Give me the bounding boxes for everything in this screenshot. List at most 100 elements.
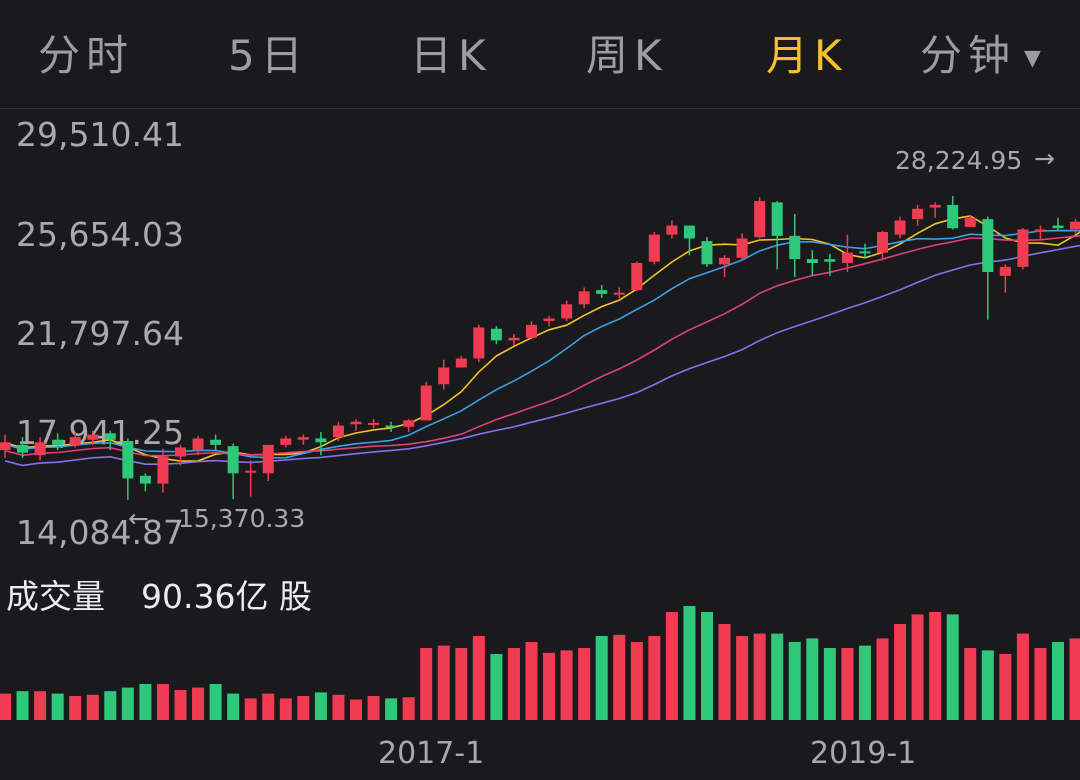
candle	[877, 230, 888, 261]
candle	[350, 419, 362, 431]
volume-value: 90.36亿	[141, 577, 269, 616]
candle	[736, 233, 748, 260]
tab-1[interactable]: 5日	[228, 28, 309, 84]
candle	[139, 473, 151, 492]
period-tabs: 分时 5日 日K 周K 月K 分钟 ▼	[0, 0, 1080, 109]
candle	[701, 237, 713, 267]
tab-2[interactable]: 日K	[410, 28, 492, 84]
volume-bar	[753, 633, 766, 720]
candle	[1070, 219, 1080, 234]
volume-bar	[174, 690, 187, 720]
tab-4[interactable]: 月K	[766, 28, 848, 84]
volume-bar	[701, 612, 713, 720]
volume-bar	[806, 638, 819, 720]
date-tick-label: 2019-1	[810, 736, 916, 771]
volume-bar	[385, 698, 398, 720]
ma30-line	[4, 244, 1080, 467]
candle	[613, 287, 625, 298]
tab-label: 分时	[38, 31, 135, 80]
price-axis: 29,510.4125,654.0321,797.6417,941.2514,0…	[16, 115, 184, 552]
volume-bar	[279, 698, 292, 720]
candle	[420, 381, 432, 421]
volume-bar	[1052, 642, 1064, 720]
volume-bar	[858, 645, 871, 720]
volume-bar	[578, 648, 591, 720]
volume-bar	[595, 636, 608, 720]
volume-bar	[262, 693, 275, 720]
candle	[719, 255, 731, 278]
volume-bar	[1034, 648, 1047, 720]
candle	[473, 324, 485, 363]
volume-series	[0, 606, 1080, 720]
candle	[1052, 217, 1064, 231]
candle	[385, 421, 397, 432]
candle	[526, 321, 537, 340]
candle	[841, 234, 853, 273]
candle	[912, 204, 924, 226]
volume-bar	[894, 624, 907, 720]
tab-5[interactable]: 分钟 ▼	[920, 28, 1041, 84]
candle	[666, 220, 678, 239]
volume-bar	[981, 650, 994, 720]
arrow-right-icon: →	[1034, 144, 1055, 173]
candle	[859, 243, 871, 258]
volume-bar	[455, 648, 468, 720]
caret-down-icon: ▼	[1024, 45, 1041, 71]
volume-title: 成交量	[6, 577, 105, 616]
tab-0[interactable]: 分时	[38, 28, 134, 84]
candle	[297, 434, 309, 445]
candle	[262, 444, 274, 482]
volume-bar	[0, 693, 11, 720]
volume-bar	[34, 691, 47, 720]
price-tick-label: 29,510.41	[16, 115, 184, 154]
volume-bar	[1069, 638, 1080, 720]
tab-3[interactable]: 周K	[586, 28, 668, 84]
volume-bar	[86, 694, 99, 720]
volume-bar	[332, 694, 345, 720]
volume-bar	[121, 687, 134, 720]
volume-bar	[683, 606, 696, 720]
volume-bar	[139, 684, 152, 720]
volume-bar	[472, 636, 485, 720]
candle	[999, 264, 1011, 293]
volume-label: 成交量 90.36亿 股	[6, 570, 312, 618]
volume-bar	[613, 634, 626, 720]
candle	[929, 202, 941, 218]
tab-label: 日K	[410, 31, 492, 80]
candle	[1034, 225, 1046, 240]
volume-bar	[192, 687, 205, 720]
volume-bar	[911, 614, 924, 720]
volume-bar	[876, 638, 889, 720]
volume-bar	[823, 648, 836, 720]
candle	[648, 232, 660, 265]
candle	[17, 437, 29, 458]
candle	[508, 333, 520, 346]
volume-bar	[543, 652, 556, 720]
volume-bar	[648, 636, 661, 720]
candle	[210, 434, 222, 451]
candle	[561, 300, 573, 322]
candle	[578, 287, 590, 309]
date-tick-label: 2017-1	[378, 736, 484, 771]
volume-bar	[367, 696, 380, 720]
candle	[631, 261, 643, 292]
candle	[104, 430, 116, 451]
ma5-line	[4, 215, 1080, 462]
candle	[122, 438, 134, 500]
tab-label: 5日	[228, 31, 309, 80]
candle	[982, 216, 994, 320]
volume-bar	[16, 691, 29, 720]
volume-bar	[771, 633, 784, 720]
candle	[894, 216, 906, 239]
candle	[368, 419, 380, 429]
candle	[332, 421, 344, 442]
stock-chart: 29,510.4125,654.0321,797.6417,941.2514,0…	[0, 115, 1080, 771]
tab-label: 周K	[586, 31, 668, 80]
candle	[824, 253, 836, 276]
volume-bar	[209, 684, 222, 720]
candle	[0, 434, 11, 458]
volume-bar	[841, 648, 854, 720]
volume-bar	[227, 693, 240, 720]
volume-bar	[560, 650, 573, 720]
volume-bar	[297, 696, 310, 720]
